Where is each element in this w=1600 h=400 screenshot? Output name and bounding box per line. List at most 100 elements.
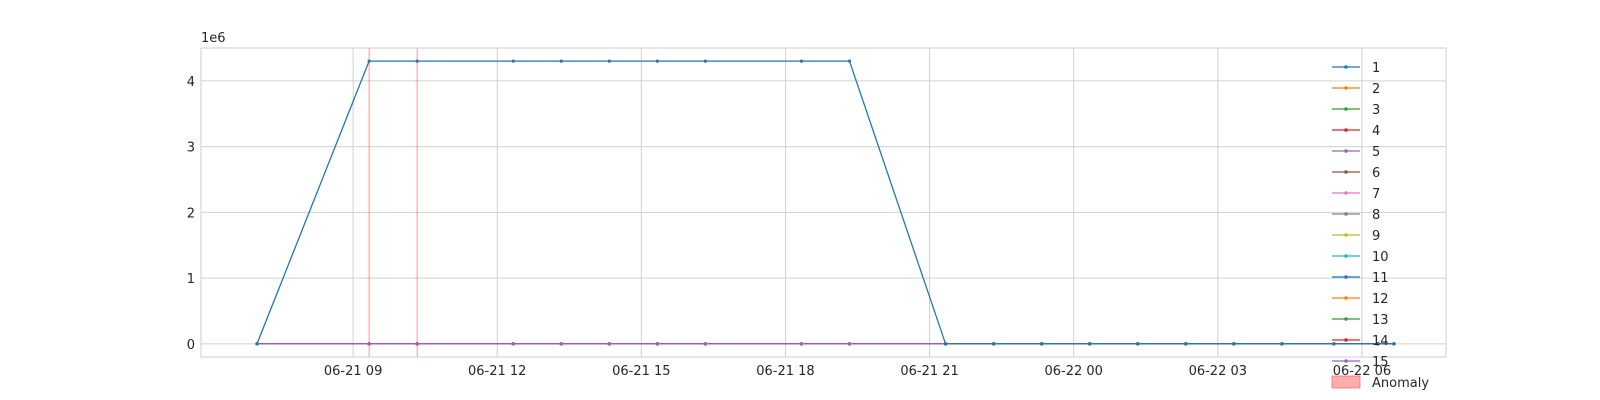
legend-marker [1344, 65, 1348, 69]
data-point [1376, 342, 1380, 346]
tick-labels: 06-21 09 06-21 12 06-21 15 06-21 18 06-21 21… [187, 75, 1391, 379]
legend-label: 12 [1372, 292, 1389, 307]
data-point [1232, 342, 1236, 346]
legend-marker [1344, 359, 1348, 363]
legend-label: 4 [1372, 124, 1380, 139]
grid [201, 48, 1446, 357]
data-point [1184, 342, 1188, 346]
y-offset-label: 1e6 [201, 31, 226, 46]
legend-marker [1344, 128, 1348, 132]
data-point [1392, 342, 1396, 346]
legend-item: 7 [1332, 187, 1380, 202]
y-tick-label: 0 [187, 338, 195, 353]
data-point [992, 342, 996, 346]
anomaly-markers [368, 48, 418, 357]
plot-frame [200, 47, 1447, 358]
legend-item: 9 [1332, 229, 1380, 244]
legend-marker [1344, 170, 1348, 174]
legend-item: 8 [1332, 208, 1380, 223]
legend-label: 7 [1372, 187, 1380, 202]
legend-item: 13 [1332, 313, 1389, 328]
data-point [559, 59, 563, 63]
data-point [1332, 342, 1336, 346]
data-point [1040, 342, 1044, 346]
data-point [847, 342, 852, 346]
data-point [799, 342, 804, 346]
legend-item: 2 [1332, 82, 1380, 97]
data-point [607, 342, 611, 346]
legend-label: 11 [1372, 271, 1389, 286]
legend-label: 13 [1372, 313, 1389, 328]
data-point [559, 342, 563, 346]
data-point [415, 59, 419, 63]
legend-item: 4 [1332, 124, 1380, 139]
x-tick-label: 06-22 03 [1189, 364, 1247, 379]
data-point [415, 342, 419, 346]
data-point [367, 59, 371, 63]
legend-label: 1 [1372, 61, 1380, 76]
data-point [1088, 342, 1092, 346]
legend-label: 15 [1372, 355, 1389, 370]
legend-marker [1344, 149, 1348, 153]
legend-item: 15 [1332, 355, 1389, 370]
x-tick-label: 06-22 06 [1333, 364, 1391, 379]
legend-label: 14 [1372, 334, 1389, 349]
x-tick-label: 06-22 00 [1044, 364, 1102, 379]
data-point [511, 342, 515, 346]
legend-marker [1344, 107, 1348, 111]
data-point [511, 59, 515, 63]
legend-item: 6 [1332, 166, 1380, 181]
legend-label: 10 [1372, 250, 1389, 265]
x-tick-label: 06-21 21 [900, 364, 958, 379]
legend-marker [1344, 212, 1348, 216]
y-tick-label: 3 [187, 141, 195, 156]
legend-label: Anomaly [1372, 376, 1429, 391]
legend-marker [1344, 254, 1348, 258]
legend-item: 14 [1332, 334, 1389, 349]
legend-label: 3 [1372, 103, 1380, 118]
legend-item: 3 [1332, 103, 1380, 118]
legend-item: 5 [1332, 145, 1380, 160]
legend-marker [1344, 233, 1348, 237]
legend-label: 2 [1372, 82, 1380, 97]
legend-swatch [1331, 375, 1361, 389]
y-tick-label: 2 [187, 206, 195, 221]
data-point [799, 59, 804, 63]
legend-item-anomaly: Anomaly [1331, 375, 1429, 391]
data-point [1136, 342, 1140, 346]
legend-marker [1344, 296, 1348, 300]
data-point [943, 342, 948, 346]
x-tick-label: 06-21 18 [756, 364, 814, 379]
legend-item: 12 [1332, 292, 1389, 307]
legend-label: 5 [1372, 145, 1380, 160]
legend-marker [1344, 317, 1348, 321]
legend-label: 8 [1372, 208, 1380, 223]
data-point [255, 342, 259, 346]
legend-label: 9 [1372, 229, 1380, 244]
legend-item: 11 [1332, 271, 1389, 286]
legend-marker [1344, 338, 1348, 342]
data-point [607, 59, 611, 63]
data-point [703, 342, 708, 346]
series-lines [255, 59, 1396, 346]
legend-marker [1344, 191, 1348, 195]
data-point [703, 59, 708, 63]
legend-item: 1 [1332, 61, 1380, 76]
legend-item: 10 [1332, 250, 1389, 265]
y-tick-label: 4 [187, 75, 195, 90]
data-point [367, 342, 371, 346]
data-point [655, 59, 659, 63]
legend-label: 6 [1372, 166, 1380, 181]
series-1 [255, 59, 1396, 346]
series-line [256, 60, 1394, 345]
data-point [847, 59, 852, 63]
data-point [655, 342, 659, 346]
x-tick-label: 06-21 12 [468, 364, 526, 379]
x-tick-label: 06-21 09 [324, 364, 382, 379]
legend-marker [1344, 275, 1348, 279]
data-point [1280, 342, 1284, 346]
x-tick-label: 06-21 15 [612, 364, 670, 379]
legend-marker [1344, 86, 1348, 90]
